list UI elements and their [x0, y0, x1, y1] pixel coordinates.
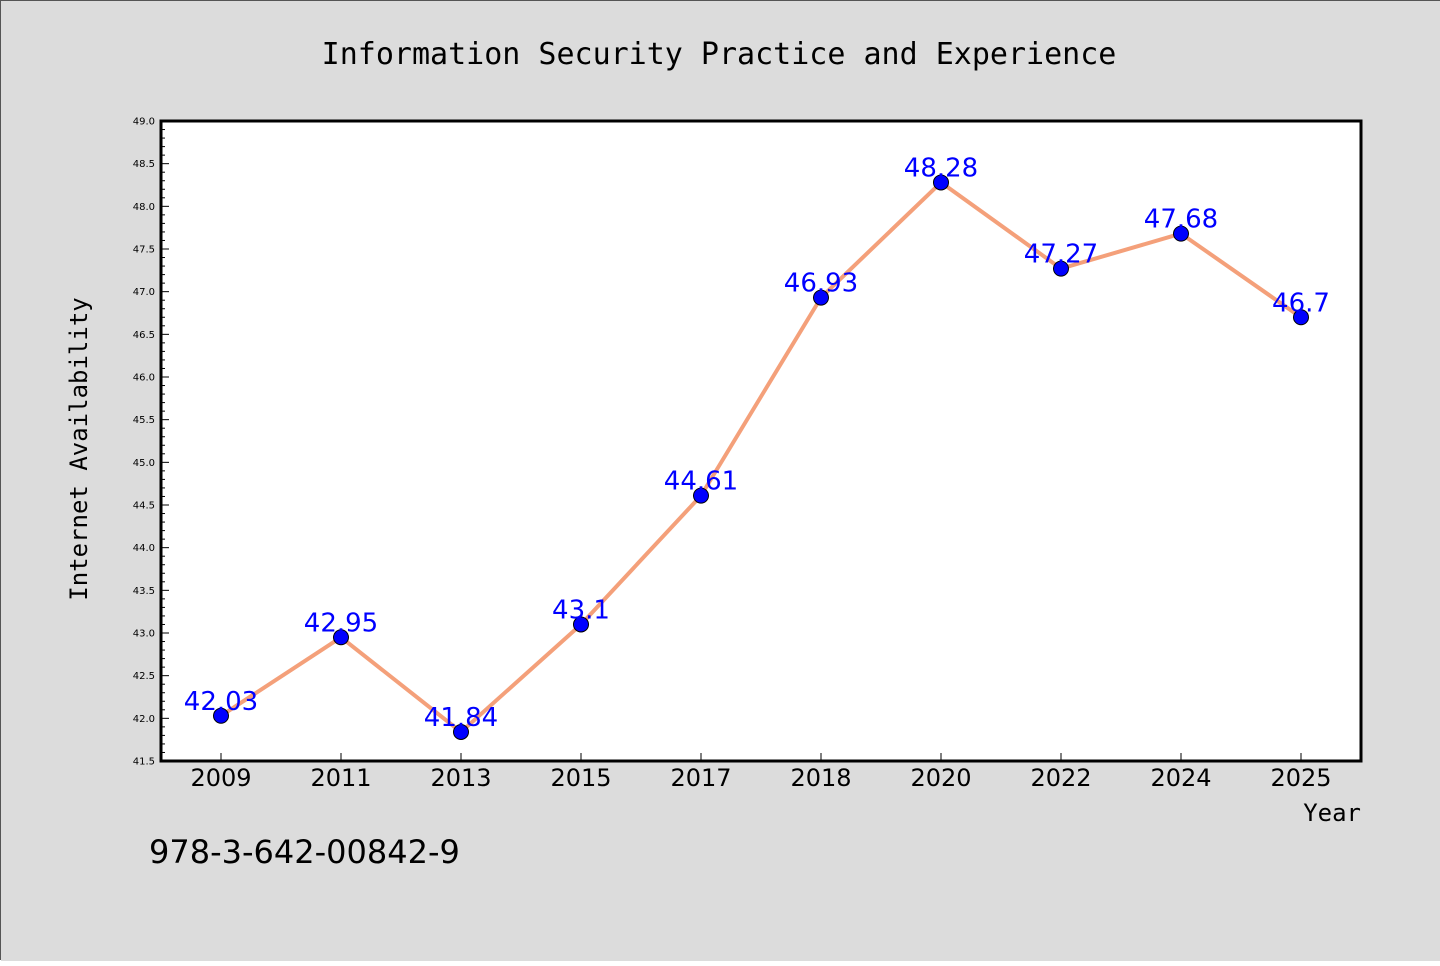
data-point: [693, 487, 709, 504]
isbn-footnote: 978-3-642-00842-9: [149, 833, 460, 871]
data-point: [1173, 225, 1189, 242]
data-label: 48.28: [904, 153, 978, 183]
data-point: [1053, 260, 1069, 277]
plot-frame: [159, 119, 1363, 763]
x-axis-ticks: 2009 2011 2013 2015 2017 2018 2020 2022 2024 2025: [190, 753, 1332, 792]
y-tick-label: 47.5: [133, 245, 155, 256]
series-line-group: [213, 174, 1309, 740]
x-tick-label: 2025: [1270, 764, 1331, 792]
x-tick-label: 2015: [550, 764, 611, 792]
y-tick-label: 48.0: [133, 202, 155, 213]
y-tick-label: 49.0: [133, 117, 155, 128]
data-point: [453, 723, 469, 740]
series-line: [219, 180, 1303, 734]
chart-title: Information Security Practice and Experi…: [322, 37, 1117, 72]
data-label: 47.27: [1024, 240, 1098, 270]
x-axis-label: Year: [1303, 799, 1361, 827]
y-tick-label: 45.5: [133, 415, 155, 426]
x-tick-label: 2011: [310, 764, 371, 792]
data-label: 42.03: [184, 687, 258, 717]
data-point: [333, 629, 349, 646]
y-tick-label: 44.0: [133, 543, 155, 554]
data-labels: 42.03 42.95 41.84 43.1 44.61 46.93 48.28 47.27 4…: [184, 153, 1330, 733]
y-tick-label: 48.5: [133, 159, 155, 170]
data-point: [813, 289, 829, 306]
y-tick-label: 43.0: [133, 629, 155, 640]
y-tick-label: 42.0: [133, 714, 155, 725]
data-label: 44.61: [664, 467, 738, 497]
x-tick-label: 2022: [1030, 764, 1091, 792]
y-tick-label: 44.5: [133, 501, 155, 512]
data-point: [213, 707, 229, 724]
data-point: [933, 174, 949, 191]
y-tick-label: 45.0: [133, 458, 155, 469]
x-tick-label: 2013: [430, 764, 491, 792]
data-label: 46.93: [784, 269, 858, 299]
y-axis-label: Internet Availability: [65, 297, 93, 600]
y-tick-label: 41.5: [133, 757, 155, 768]
x-tick-label: 2018: [790, 764, 851, 792]
data-point: [1293, 309, 1309, 326]
y-tick-label: 42.5: [133, 671, 155, 682]
data-point: [573, 616, 589, 633]
x-tick-label: 2024: [1150, 764, 1211, 792]
data-label: 41.84: [424, 703, 498, 733]
data-label: 42.95: [304, 608, 378, 638]
y-tick-label: 46.5: [133, 330, 155, 341]
x-tick-label: 2009: [190, 764, 251, 792]
y-axis-ticks: 41.5 42.0 42.5 43.0 43.5 44.0 44.5 45.0 45.5 46.0…: [133, 117, 169, 768]
y-tick-label: 46.0: [133, 373, 155, 384]
x-tick-label: 2017: [670, 764, 731, 792]
x-tick-label: 2020: [910, 764, 971, 792]
data-label: 46.7: [1272, 288, 1330, 318]
data-label: 43.1: [552, 595, 610, 625]
y-tick-label: 47.0: [133, 287, 155, 298]
data-label: 47.68: [1144, 205, 1218, 235]
y-tick-label: 43.5: [133, 586, 155, 597]
